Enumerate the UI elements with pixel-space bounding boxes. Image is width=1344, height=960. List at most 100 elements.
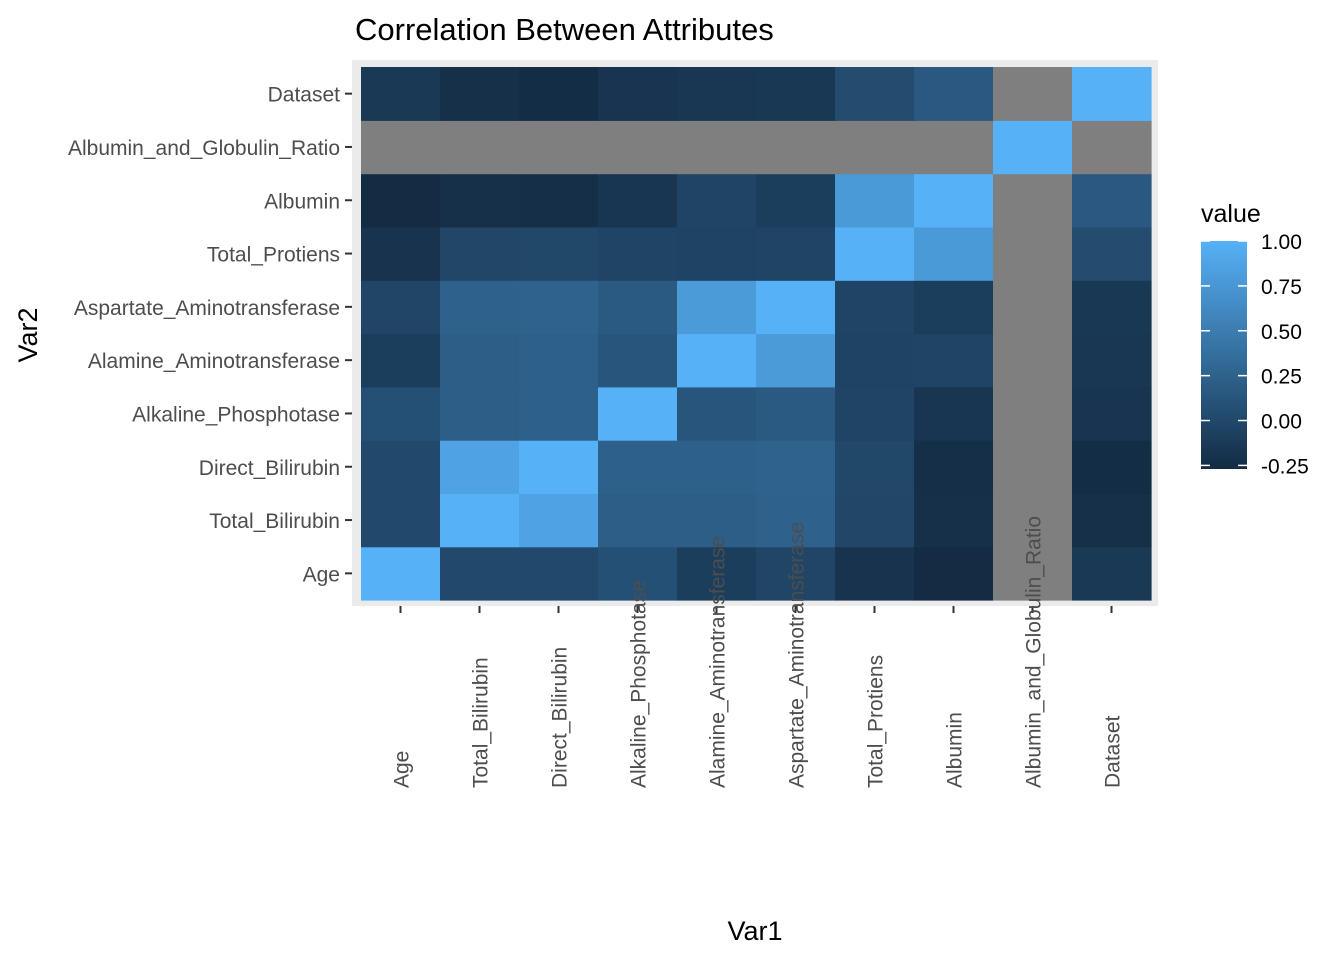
y-tick-label: Total_Protiens: [207, 244, 340, 267]
y-tick-label: Age: [303, 563, 340, 586]
heatmap-cell-Direct_Bilirubin-Albumin_and_Globulin_Ratio: [519, 120, 599, 175]
heatmap-cell-Albumin_and_Globulin_Ratio-Direct_Bilirubin: [993, 440, 1073, 494]
heatmap-cell-Total_Bilirubin-Total_Protiens: [440, 226, 520, 281]
heatmap-cell-Aspartate_Aminotransferase-Dataset: [756, 67, 836, 121]
heatmap-cell-Total_Protiens-Total_Protiens: [835, 226, 915, 281]
heatmap-cell-Direct_Bilirubin-Alamine_Aminotransferase: [519, 333, 599, 388]
heatmap-cell-Direct_Bilirubin-Total_Bilirubin: [519, 493, 599, 548]
x-tick-label: Albumin: [944, 712, 967, 788]
heatmap-cell-Alkaline_Phosphotase-Aspartate_Aminotransferase: [598, 280, 678, 335]
heatmap-cell-Age-Albumin: [361, 173, 441, 228]
heatmap-cell-Dataset-Total_Protiens: [1072, 226, 1152, 281]
heatmap-cell-Age-Dataset: [361, 67, 441, 121]
heatmap-cell-Alamine_Aminotransferase-Aspartate_Aminotransferase: [677, 280, 757, 335]
heatmap-cell-Direct_Bilirubin-Total_Protiens: [519, 226, 599, 281]
heatmap-cell-Albumin-Albumin: [914, 173, 994, 228]
heatmap-cell-Alkaline_Phosphotase-Albumin_and_Globulin_Ratio: [598, 120, 678, 175]
heatmap-cell-Alamine_Aminotransferase-Direct_Bilirubin: [677, 440, 757, 494]
heatmap-cell-Total_Protiens-Dataset: [835, 67, 915, 121]
x-tick-label: Total_Protiens: [865, 655, 888, 788]
chart-title: Correlation Between Attributes: [355, 12, 774, 47]
y-tick-label: Albumin: [264, 190, 340, 213]
y-tick-label: Alamine_Aminotransferase: [88, 350, 340, 373]
heatmap-cell-Total_Bilirubin-Age: [440, 546, 520, 601]
heatmap-cell-Aspartate_Aminotransferase-Total_Protiens: [756, 226, 836, 281]
heatmap-cell-Aspartate_Aminotransferase-Aspartate_Aminotransferase: [756, 280, 836, 335]
heatmap-cell-Age-Alamine_Aminotransferase: [361, 333, 441, 388]
heatmap-cell-Age-Albumin_and_Globulin_Ratio: [361, 120, 441, 175]
heatmap-cell-Alkaline_Phosphotase-Alamine_Aminotransferase: [598, 333, 678, 388]
heatmap-cell-Albumin-Total_Protiens: [914, 226, 994, 281]
x-tick-label: Direct_Bilirubin: [549, 647, 572, 788]
x-tick-label: Total_Bilirubin: [470, 657, 493, 788]
x-tick-label: Dataset: [1102, 715, 1125, 788]
heatmap-cells: [361, 67, 1152, 601]
heatmap-cell-Age-Direct_Bilirubin: [361, 440, 441, 494]
heatmap-cell-Direct_Bilirubin-Albumin: [519, 173, 599, 228]
heatmap-cell-Total_Protiens-Albumin_and_Globulin_Ratio: [835, 120, 915, 175]
x-tick-label: Aspartate_Aminotransferase: [786, 522, 809, 788]
heatmap-cell-Total_Bilirubin-Alamine_Aminotransferase: [440, 333, 520, 388]
heatmap-cell-Total_Bilirubin-Albumin: [440, 173, 520, 228]
heatmap-cell-Direct_Bilirubin-Alkaline_Phosphotase: [519, 386, 599, 441]
heatmap-cell-Albumin_and_Globulin_Ratio-Alamine_Aminotransferase: [993, 333, 1073, 388]
heatmap-cell-Dataset-Alamine_Aminotransferase: [1072, 333, 1152, 388]
heatmap-cell-Total_Bilirubin-Dataset: [440, 67, 520, 121]
heatmap-cell-Albumin-Direct_Bilirubin: [914, 440, 994, 494]
x-tick-label: Albumin_and_Globulin_Ratio: [1023, 516, 1046, 788]
heatmap-cell-Dataset-Albumin_and_Globulin_Ratio: [1072, 120, 1152, 175]
heatmap-cell-Albumin_and_Globulin_Ratio-Total_Bilirubin: [993, 493, 1073, 548]
heatmap-cell-Total_Protiens-Alkaline_Phosphotase: [835, 386, 915, 441]
heatmap-cell-Alkaline_Phosphotase-Total_Bilirubin: [598, 493, 678, 548]
heatmap-cell-Albumin-Alamine_Aminotransferase: [914, 333, 994, 388]
heatmap-cell-Alamine_Aminotransferase-Dataset: [677, 67, 757, 121]
heatmap-cell-Albumin_and_Globulin_Ratio-Aspartate_Aminotransferase: [993, 280, 1073, 335]
heatmap-cell-Alamine_Aminotransferase-Alamine_Aminotransferase: [677, 333, 757, 388]
heatmap-cell-Age-Total_Protiens: [361, 226, 441, 281]
heatmap-cell-Albumin_and_Globulin_Ratio-Albumin: [993, 173, 1073, 228]
heatmap-cell-Total_Protiens-Alamine_Aminotransferase: [835, 333, 915, 388]
y-axis: Age Total_Bilirubin Direct_Bilirubin Alkali…: [68, 84, 352, 586]
heatmap-cell-Albumin_and_Globulin_Ratio-Albumin_and_Globulin_Ratio: [993, 120, 1073, 175]
legend-tick-label: 0.00: [1261, 411, 1302, 434]
heatmap-cell-Alkaline_Phosphotase-Alkaline_Phosphotase: [598, 386, 678, 441]
heatmap-cell-Direct_Bilirubin-Dataset: [519, 67, 599, 121]
heatmap-cell-Alkaline_Phosphotase-Dataset: [598, 67, 678, 121]
heatmap-cell-Age-Aspartate_Aminotransferase: [361, 280, 441, 335]
legend-tick-label: -0.25: [1261, 455, 1309, 478]
heatmap-cell-Direct_Bilirubin-Aspartate_Aminotransferase: [519, 280, 599, 335]
heatmap-cell-Aspartate_Aminotransferase-Age: [756, 546, 836, 601]
heatmap-cell-Dataset-Age: [1072, 546, 1152, 601]
color-legend: value 1.00 0.75 0.50 0.25 0.00 -0.25: [1201, 200, 1309, 478]
heatmap-cell-Total_Bilirubin-Total_Bilirubin: [440, 493, 520, 548]
legend-title: value: [1201, 200, 1261, 228]
heatmap-cell-Age-Total_Bilirubin: [361, 493, 441, 548]
heatmap-cell-Aspartate_Aminotransferase-Alkaline_Phosphotase: [756, 386, 836, 441]
y-tick-label: Aspartate_Aminotransferase: [74, 297, 340, 320]
heatmap-cell-Alamine_Aminotransferase-Alkaline_Phosphotase: [677, 386, 757, 441]
legend-tick-label: 0.25: [1261, 366, 1302, 389]
heatmap-cell-Dataset-Aspartate_Aminotransferase: [1072, 280, 1152, 335]
heatmap-cell-Age-Age: [361, 546, 441, 601]
heatmap-cell-Total_Protiens-Aspartate_Aminotransferase: [835, 280, 915, 335]
heatmap-cell-Direct_Bilirubin-Age: [519, 546, 599, 601]
heatmap-cell-Total_Protiens-Direct_Bilirubin: [835, 440, 915, 494]
heatmap-cell-Albumin_and_Globulin_Ratio-Dataset: [993, 67, 1073, 121]
heatmap-cell-Aspartate_Aminotransferase-Total_Bilirubin: [756, 493, 836, 548]
heatmap-cell-Alkaline_Phosphotase-Age: [598, 546, 678, 601]
heatmap-cell-Alamine_Aminotransferase-Albumin: [677, 173, 757, 228]
y-tick-label: Direct_Bilirubin: [199, 457, 340, 480]
heatmap-cell-Dataset-Alkaline_Phosphotase: [1072, 386, 1152, 441]
heatmap-cell-Dataset-Total_Bilirubin: [1072, 493, 1152, 548]
heatmap-cell-Total_Bilirubin-Direct_Bilirubin: [440, 440, 520, 494]
heatmap-cell-Albumin_and_Globulin_Ratio-Alkaline_Phosphotase: [993, 386, 1073, 441]
y-tick-label: Albumin_and_Globulin_Ratio: [68, 137, 340, 160]
heatmap-cell-Total_Bilirubin-Alkaline_Phosphotase: [440, 386, 520, 441]
heatmap-cell-Albumin-Age: [914, 546, 994, 601]
legend-tick-label: 0.50: [1261, 321, 1302, 344]
heatmap-cell-Direct_Bilirubin-Direct_Bilirubin: [519, 440, 599, 494]
legend-colorbar: [1201, 241, 1247, 469]
heatmap-cell-Alkaline_Phosphotase-Total_Protiens: [598, 226, 678, 281]
heatmap-cell-Total_Protiens-Age: [835, 546, 915, 601]
